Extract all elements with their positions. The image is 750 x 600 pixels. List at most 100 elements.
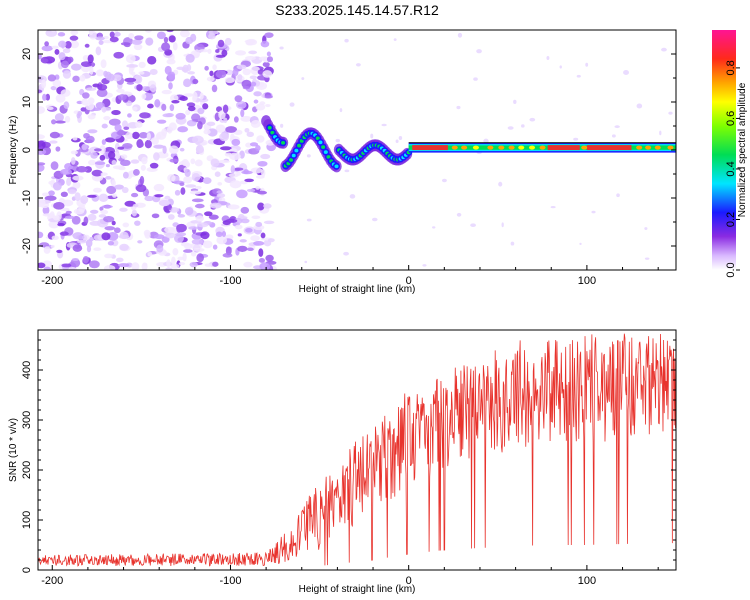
noise-speckle <box>190 158 196 165</box>
noise-speckle <box>51 119 57 125</box>
noise-speckle <box>222 253 233 258</box>
noise-speckle <box>215 49 220 53</box>
noise-speckle <box>204 263 212 267</box>
noise-speckle <box>82 234 90 241</box>
noise-speckle <box>191 238 204 245</box>
noise-speckle <box>236 189 248 199</box>
noise-speckle <box>58 52 66 61</box>
noise-speckle <box>114 184 124 190</box>
noise-speckle <box>243 261 253 268</box>
noise-speckle <box>233 217 243 224</box>
noise-speckle <box>225 126 237 133</box>
noise-speckle <box>261 169 266 178</box>
chart-title: S233.2025.145.14.57.R12 <box>275 2 439 18</box>
noise-speckle <box>50 161 59 171</box>
noise-speckle <box>179 30 190 38</box>
noise-speckle <box>253 99 259 104</box>
snr-y-tick-label: 200 <box>21 461 33 479</box>
noise-speckle <box>170 263 180 269</box>
noise-speckle <box>231 138 241 146</box>
noise-speckle <box>192 135 204 144</box>
noise-speckle <box>196 253 204 263</box>
noise-speckle <box>69 40 79 49</box>
noise-speckle <box>263 220 275 225</box>
noise-speckle <box>256 135 265 143</box>
snr-y-tick-label: 0 <box>21 567 33 573</box>
noise-speckle <box>126 64 139 68</box>
snr-panel: -200 -100 0 100 0 100 200 300 400 Height of str… <box>8 329 677 595</box>
noise-speckle <box>237 74 243 81</box>
noise-speckle <box>185 36 194 45</box>
noise-speckle <box>62 48 71 54</box>
band-core <box>487 145 494 150</box>
noise-speckle <box>476 49 482 54</box>
noise-speckle <box>195 215 204 222</box>
band-core <box>267 126 272 130</box>
noise-speckle <box>38 162 46 166</box>
noise-speckle <box>93 187 102 193</box>
noise-speckle <box>230 165 236 174</box>
band-core <box>581 145 588 150</box>
band-core <box>636 145 643 150</box>
noise-speckle <box>38 262 46 269</box>
noise-speckle <box>245 142 252 148</box>
noise-speckle <box>165 267 173 270</box>
noise-speckle <box>117 146 125 150</box>
noise-speckle <box>218 110 226 120</box>
noise-speckle <box>240 218 250 224</box>
noise-speckle <box>422 264 427 267</box>
noise-speckle <box>38 134 46 140</box>
band-core <box>321 145 326 149</box>
noise-speckle <box>576 74 581 78</box>
noise-speckle <box>103 265 116 270</box>
noise-speckle <box>67 56 74 63</box>
noise-speckle <box>71 257 79 262</box>
noise-speckle <box>104 253 113 259</box>
noise-speckle <box>161 89 172 95</box>
noise-speckle <box>168 122 177 131</box>
noise-speckle <box>266 51 271 57</box>
noise-speckle <box>381 123 387 127</box>
noise-speckle <box>183 93 195 97</box>
noise-speckle <box>138 61 146 69</box>
noise-speckle <box>229 180 242 189</box>
noise-speckle <box>107 73 115 82</box>
noise-speckle <box>48 220 60 229</box>
snr-x-axis-label: Height of straight line (km) <box>299 584 416 595</box>
noise-speckle <box>45 93 50 101</box>
noise-speckle <box>262 61 270 68</box>
noise-speckle <box>122 171 129 179</box>
noise-speckle <box>193 49 201 59</box>
noise-speckle <box>349 194 356 199</box>
noise-speckle <box>163 36 169 43</box>
noise-speckle <box>118 129 125 136</box>
noise-speckle <box>70 30 79 36</box>
noise-speckle <box>38 140 46 150</box>
noise-speckle <box>644 257 650 260</box>
spectrogram-y-tick-label: 20 <box>21 48 33 60</box>
noise-speckle <box>41 79 47 89</box>
noise-speckle <box>217 181 223 186</box>
band-core <box>281 140 286 145</box>
noise-speckle <box>180 187 186 195</box>
noise-speckle <box>118 234 130 239</box>
noise-speckle <box>169 158 179 163</box>
noise-speckle <box>217 159 230 164</box>
band-core <box>547 145 580 151</box>
noise-speckle <box>131 262 140 270</box>
snr-y-tick-label: 300 <box>21 411 33 429</box>
noise-speckle <box>185 53 195 63</box>
noise-speckle <box>38 89 43 94</box>
noise-speckle <box>107 241 115 246</box>
noise-speckle <box>224 69 234 76</box>
noise-speckle <box>167 174 176 182</box>
noise-speckle <box>193 247 205 252</box>
noise-speckle <box>104 226 116 231</box>
noise-speckle <box>172 42 178 51</box>
spectrogram-x-tick-label: -100 <box>219 275 241 287</box>
noise-speckle <box>265 254 274 262</box>
snr-y-axis-label: SNR (10 * v/v) <box>8 418 19 482</box>
noise-speckle <box>139 175 145 185</box>
noise-speckle <box>117 94 127 101</box>
